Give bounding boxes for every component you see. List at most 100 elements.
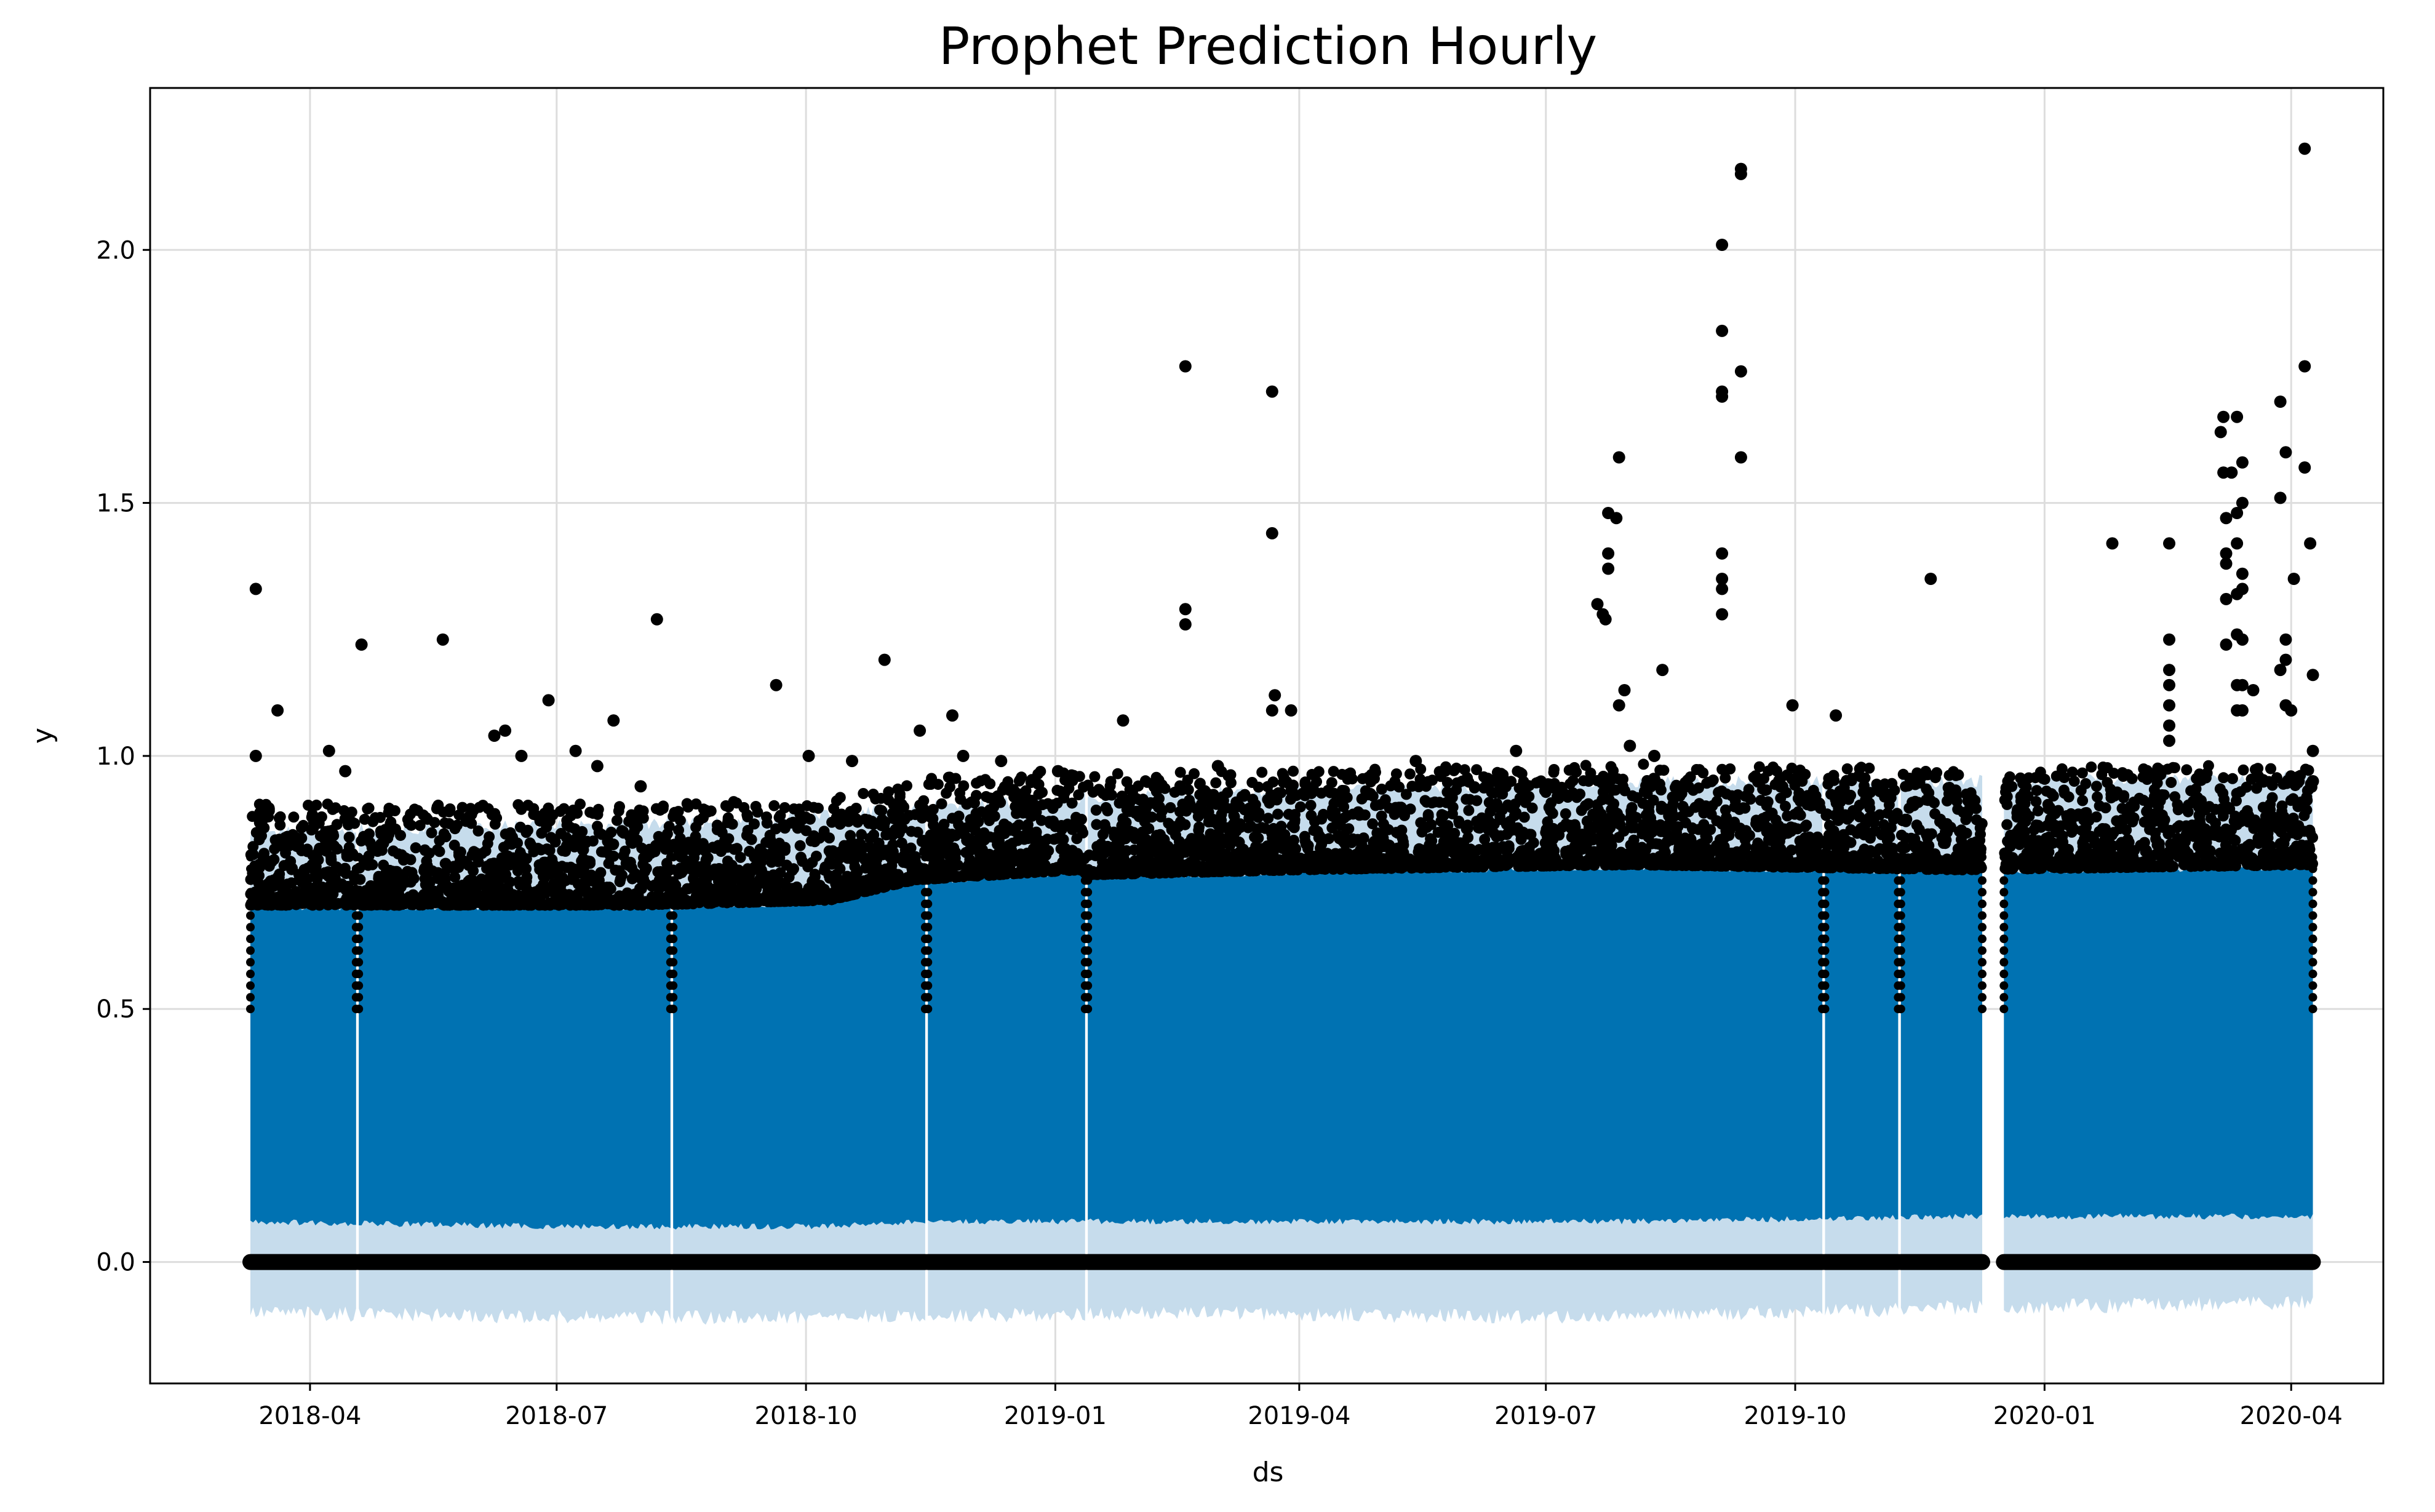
- observed-point: [1896, 911, 1905, 920]
- observed-point: [1326, 822, 1338, 834]
- observed-point: [1711, 795, 1723, 807]
- observed-point: [1244, 848, 1256, 860]
- observed-point: [923, 779, 935, 790]
- observed-point: [1580, 760, 1592, 771]
- observed-point: [1206, 798, 1218, 810]
- observed-point: [354, 899, 364, 909]
- observed-point: [958, 871, 970, 883]
- observed-point: [246, 899, 255, 909]
- observed-point: [1724, 824, 1736, 836]
- observed-point: [1896, 981, 1905, 990]
- observed-point: [2266, 792, 2278, 803]
- observed-point: [923, 899, 933, 909]
- observed-point: [392, 876, 404, 888]
- observed-point: [1327, 862, 1339, 873]
- observed-point: [850, 803, 862, 814]
- observed-point: [1896, 923, 1905, 932]
- observed-point: [564, 836, 576, 848]
- observed-point: [1909, 774, 1921, 786]
- observed-point: [923, 969, 933, 979]
- observed-point: [354, 958, 364, 967]
- observed-point: [1239, 789, 1251, 800]
- observed-point: [250, 827, 262, 838]
- observed-point: [1961, 789, 1972, 800]
- observed-point: [1801, 837, 1812, 849]
- observed-point: [431, 890, 443, 902]
- observed-point: [255, 814, 266, 826]
- observed-point: [728, 796, 739, 808]
- observed-point: [885, 869, 896, 880]
- observed-point: [372, 846, 383, 857]
- observed-point: [669, 1005, 678, 1014]
- observed-point: [1083, 911, 1093, 920]
- observed-point: [1692, 860, 1704, 872]
- observed-point: [400, 852, 412, 864]
- observed-point: [311, 799, 322, 811]
- observed-point: [306, 808, 318, 820]
- observed-point: [1721, 788, 1732, 800]
- observed-point: [1062, 818, 1074, 830]
- observed-point: [1565, 822, 1577, 834]
- observed-point: [303, 800, 314, 811]
- observed-point: [1780, 800, 1791, 812]
- observed-point: [1978, 981, 1987, 990]
- observed-point: [1116, 790, 1128, 802]
- observed-point: [1216, 814, 1227, 826]
- observed-point: [611, 814, 623, 826]
- observed-point: [1038, 866, 1050, 878]
- observed-point: [521, 871, 533, 883]
- observed-point: [1194, 778, 1205, 790]
- observed-point: [1879, 791, 1891, 803]
- observed-point: [342, 881, 354, 892]
- observed-point: [923, 1005, 933, 1014]
- observed-point: [513, 856, 525, 867]
- observed-point: [1406, 862, 1417, 874]
- observed-point: [709, 843, 721, 854]
- observed-point: [669, 934, 678, 944]
- observed-point: [280, 899, 292, 911]
- observed-point: [1002, 776, 1014, 787]
- observed-point: [364, 828, 375, 840]
- observed-point: [1347, 773, 1358, 785]
- observed-point: [2076, 767, 2088, 779]
- observed-point: [1926, 828, 1937, 840]
- forecast-band: [928, 870, 1085, 1225]
- observed-point: [342, 847, 354, 859]
- observed-point: [1835, 848, 1846, 859]
- observed-point: [1603, 845, 1614, 856]
- observed-point: [1390, 768, 1402, 780]
- observed-point: [1900, 842, 1911, 853]
- observed-point: [754, 893, 766, 905]
- observed-point: [354, 1005, 364, 1014]
- observed-point: [343, 819, 354, 830]
- observed-point: [504, 827, 516, 838]
- observed-point: [412, 805, 423, 816]
- observed-point: [1415, 862, 1427, 873]
- observed-point: [1376, 810, 1387, 822]
- observed-point: [1961, 827, 1972, 839]
- observed-point: [1631, 859, 1643, 870]
- observed-point: [426, 827, 437, 838]
- forecast-band: [1825, 867, 1899, 1221]
- observed-point: [910, 851, 921, 862]
- observed-point: [1230, 826, 1242, 837]
- observed-point: [298, 864, 310, 875]
- observed-point: [819, 864, 831, 876]
- observed-point: [1667, 791, 1678, 803]
- observed-point: [1913, 797, 1924, 808]
- observed-point: [1737, 802, 1749, 814]
- observed-point: [1881, 835, 1893, 846]
- observed-point: [439, 867, 450, 879]
- observed-point: [1276, 833, 1288, 845]
- observed-point: [1759, 785, 1771, 796]
- forecast-band: [673, 880, 925, 1230]
- observed-point: [1035, 766, 1046, 777]
- observed-point: [1463, 805, 1475, 816]
- observed-point: [1312, 850, 1324, 861]
- observed-point: [354, 876, 364, 885]
- observed-point: [1972, 838, 1984, 849]
- observed-point: [1578, 775, 1589, 787]
- observed-point: [470, 847, 482, 859]
- observed-point: [1449, 845, 1461, 857]
- observed-point: [918, 803, 930, 815]
